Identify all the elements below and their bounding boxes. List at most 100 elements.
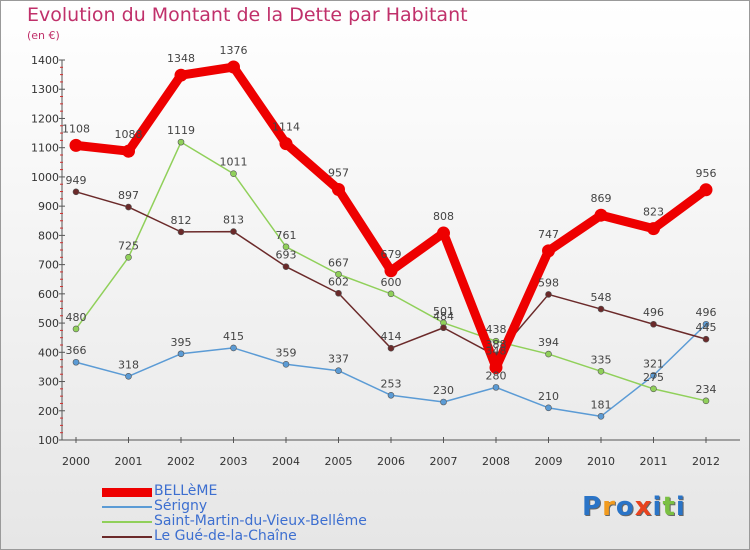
x-tick-label: 2010 [587, 455, 615, 468]
x-tick-label: 2003 [220, 455, 248, 468]
data-point [174, 68, 188, 82]
data-point [387, 391, 395, 399]
x-tick-label: 2006 [377, 455, 405, 468]
data-point [702, 320, 710, 328]
data-point [177, 350, 185, 358]
data-label: 602 [328, 275, 349, 288]
y-tick-label: 400 [38, 346, 59, 359]
y-tick-label: 900 [38, 200, 59, 213]
data-label: 253 [381, 377, 402, 390]
legend-swatch [102, 536, 152, 538]
data-label: 1119 [167, 124, 195, 137]
data-label: 318 [118, 358, 139, 371]
data-point [230, 228, 237, 235]
data-point [545, 350, 552, 358]
legend-swatch [102, 521, 152, 523]
data-label: 949 [66, 174, 87, 187]
data-point [699, 183, 713, 197]
y-tick-label: 1000 [31, 171, 59, 184]
data-point [177, 138, 185, 146]
data-label: 1114 [272, 121, 300, 134]
data-point [384, 264, 398, 278]
y-tick-label: 800 [38, 229, 59, 242]
y-tick-label: 1400 [31, 54, 59, 67]
y-tick-label: 500 [38, 317, 59, 330]
legend-label: Saint-Martin-du-Vieux-Bellême [154, 513, 367, 529]
data-point [597, 413, 605, 420]
data-label: 667 [328, 256, 349, 269]
data-label: 438 [486, 323, 507, 336]
data-point [122, 144, 135, 158]
y-tick-label: 200 [38, 405, 59, 418]
data-label: 359 [276, 346, 297, 359]
y-tick-label: 600 [38, 288, 59, 301]
legend-item: Sérigny [100, 498, 400, 515]
chart-title: Evolution du Montant de la Dette par Hab… [27, 4, 468, 26]
proxiti-logo: Proxiti [582, 492, 686, 522]
data-point [125, 254, 132, 261]
data-label: 598 [538, 276, 559, 289]
data-label: 395 [171, 336, 192, 349]
legend-item: BELLèME [100, 483, 400, 500]
legend-item: Le Gué-de-la-Chaîne [100, 528, 400, 545]
data-point [125, 203, 132, 211]
y-tick-label: 700 [38, 259, 59, 272]
data-label: 181 [591, 398, 612, 411]
y-tick-label: 300 [38, 376, 59, 389]
data-point [597, 305, 605, 313]
x-tick-label: 2012 [692, 455, 720, 468]
data-label: 1011 [220, 156, 248, 169]
data-label: 480 [66, 311, 87, 324]
data-label: 337 [328, 353, 349, 366]
data-label: 348 [486, 345, 507, 358]
x-tick-label: 2000 [62, 455, 90, 468]
data-label: 747 [538, 228, 559, 241]
data-point [647, 222, 660, 236]
x-tick-label: 2008 [482, 455, 510, 468]
data-point [650, 320, 657, 328]
y-tick-label: 1100 [31, 142, 59, 155]
data-point [702, 335, 710, 343]
legend-label: BELLèME [154, 483, 218, 499]
legend-label: Sérigny [154, 498, 208, 514]
data-point [702, 397, 710, 405]
y-tick-label: 1200 [31, 112, 59, 125]
data-label: 230 [433, 384, 454, 397]
x-tick-label: 2005 [325, 455, 353, 468]
data-point [492, 337, 500, 345]
data-point [72, 325, 80, 333]
legend-swatch [102, 488, 152, 497]
data-point [387, 344, 395, 352]
data-point [387, 290, 395, 298]
data-point [282, 243, 290, 251]
data-point [650, 372, 657, 379]
data-label: 812 [171, 214, 192, 227]
data-label: 445 [696, 321, 717, 334]
data-point [545, 291, 552, 298]
x-tick-label: 2004 [272, 455, 300, 468]
data-point [492, 384, 500, 391]
data-point [597, 368, 605, 375]
data-point [72, 188, 80, 196]
data-label: 808 [433, 210, 454, 223]
legend-label: Le Gué-de-la-Chaîne [154, 528, 297, 544]
x-tick-label: 2009 [535, 455, 563, 468]
data-point [335, 367, 342, 375]
data-label: 1108 [62, 122, 90, 135]
data-point [125, 372, 132, 380]
x-tick-label: 2001 [115, 455, 143, 468]
data-point [69, 138, 83, 152]
data-point [279, 137, 293, 151]
x-tick-label: 2011 [640, 455, 668, 468]
data-label: 280 [486, 369, 507, 382]
data-label: 897 [118, 189, 139, 202]
legend-item: Saint-Martin-du-Vieux-Bellême [100, 513, 400, 530]
data-point [545, 404, 552, 412]
chart-subtitle: (en €) [27, 29, 60, 42]
data-label: 725 [118, 239, 139, 252]
data-point [230, 344, 237, 352]
data-label: 1348 [167, 52, 195, 65]
data-label: 484 [433, 310, 454, 323]
data-point [282, 263, 290, 270]
